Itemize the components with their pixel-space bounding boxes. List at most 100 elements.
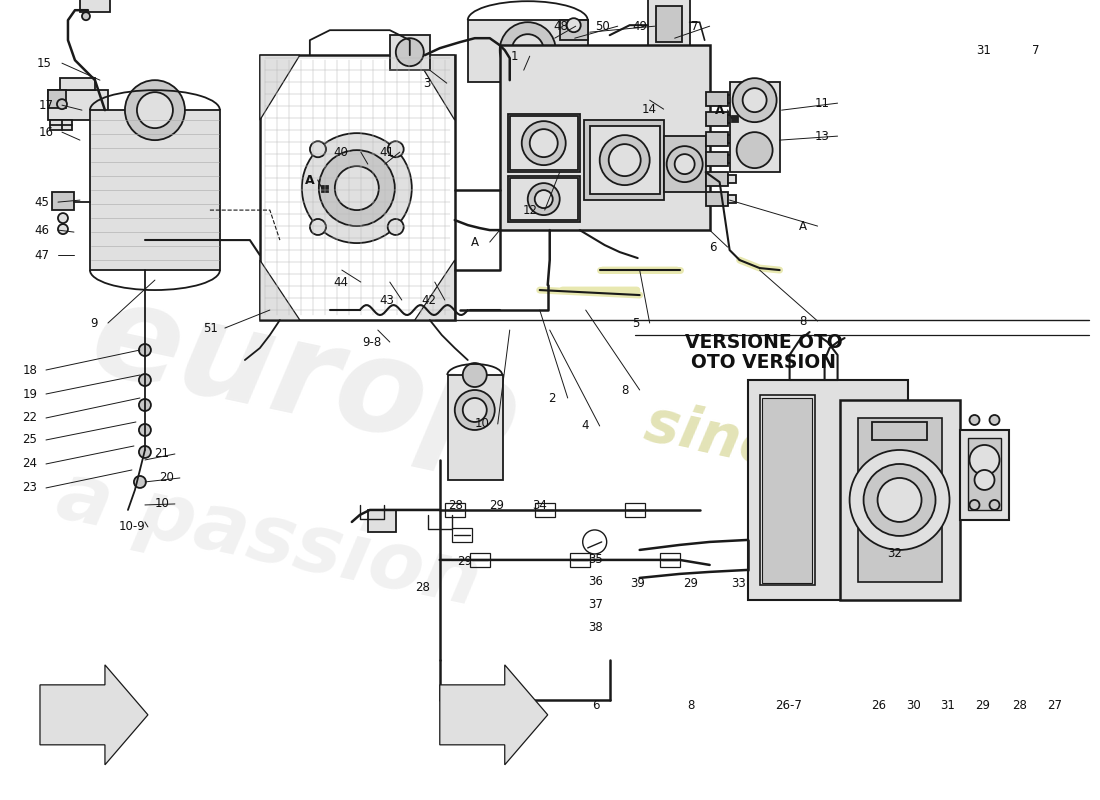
Circle shape: [136, 92, 173, 128]
Circle shape: [499, 22, 556, 78]
Text: 48: 48: [553, 20, 569, 33]
Text: A: A: [471, 235, 478, 249]
Circle shape: [334, 166, 378, 210]
Bar: [470, 553, 490, 567]
Circle shape: [139, 344, 151, 356]
Text: 27: 27: [1047, 699, 1062, 712]
Bar: [748, 380, 907, 600]
Bar: [705, 172, 727, 186]
Text: 26: 26: [871, 699, 887, 712]
Text: europ: europ: [80, 273, 530, 487]
Bar: [968, 438, 1001, 510]
Bar: [729, 82, 780, 172]
Text: 15: 15: [36, 57, 52, 70]
Text: 32: 32: [887, 547, 902, 561]
Bar: [389, 35, 430, 70]
Circle shape: [463, 363, 487, 387]
Text: 26-7: 26-7: [776, 699, 802, 712]
Text: 7: 7: [1032, 44, 1040, 57]
Circle shape: [57, 99, 67, 109]
Text: 37: 37: [588, 598, 603, 611]
Bar: [48, 90, 66, 108]
Text: 20: 20: [160, 471, 175, 485]
Circle shape: [396, 38, 424, 66]
Text: a passion: a passion: [50, 457, 487, 623]
Text: 18: 18: [22, 363, 37, 377]
Bar: [508, 176, 580, 222]
Text: 29: 29: [458, 555, 472, 569]
Text: 6: 6: [708, 241, 716, 254]
Bar: [727, 195, 736, 203]
Bar: [260, 55, 454, 320]
Bar: [727, 135, 736, 143]
Text: 51: 51: [204, 322, 218, 334]
Text: 8: 8: [799, 314, 806, 327]
Text: 29: 29: [490, 499, 504, 513]
Text: 5: 5: [632, 317, 639, 330]
Bar: [858, 418, 942, 582]
Bar: [52, 192, 74, 210]
Text: 16: 16: [39, 126, 54, 138]
Text: 12: 12: [522, 203, 537, 217]
Circle shape: [528, 183, 560, 215]
Text: 8: 8: [621, 383, 628, 397]
Text: 25: 25: [22, 434, 37, 446]
Polygon shape: [260, 260, 300, 320]
Text: 22: 22: [22, 411, 37, 425]
Bar: [648, 0, 690, 50]
Bar: [656, 6, 682, 42]
Circle shape: [990, 415, 1000, 425]
Circle shape: [58, 213, 68, 223]
Circle shape: [742, 88, 767, 112]
Circle shape: [535, 190, 552, 208]
Bar: [60, 78, 95, 90]
Circle shape: [864, 464, 935, 536]
Bar: [732, 116, 738, 122]
Bar: [727, 155, 736, 163]
Bar: [705, 192, 727, 206]
Text: 8: 8: [688, 699, 694, 712]
Bar: [509, 116, 578, 170]
Text: 9-8: 9-8: [362, 335, 382, 349]
Text: 19: 19: [22, 387, 37, 401]
Text: 9: 9: [90, 317, 98, 330]
Circle shape: [387, 142, 404, 158]
Text: 10: 10: [474, 418, 490, 430]
Bar: [705, 132, 727, 146]
Circle shape: [530, 129, 558, 157]
Text: 23: 23: [22, 482, 37, 494]
Circle shape: [969, 445, 1000, 475]
Circle shape: [878, 478, 922, 522]
Text: 6: 6: [592, 699, 600, 712]
Polygon shape: [260, 55, 300, 120]
Bar: [509, 178, 578, 220]
Circle shape: [310, 142, 326, 158]
Text: 38: 38: [588, 622, 603, 634]
Bar: [705, 112, 727, 126]
Circle shape: [667, 146, 703, 182]
Text: 29: 29: [683, 578, 698, 590]
Text: 42: 42: [421, 294, 437, 306]
Bar: [468, 20, 587, 82]
Text: 39: 39: [630, 578, 645, 590]
Text: 31: 31: [940, 699, 955, 712]
Circle shape: [608, 144, 640, 176]
Bar: [499, 45, 710, 230]
Circle shape: [969, 500, 979, 510]
Text: since 1985: since 1985: [640, 395, 998, 525]
Circle shape: [319, 150, 395, 226]
Text: 30: 30: [906, 699, 921, 712]
Circle shape: [512, 34, 543, 66]
Circle shape: [139, 374, 151, 386]
Bar: [322, 186, 328, 192]
Bar: [761, 398, 812, 583]
Text: A: A: [799, 219, 806, 233]
Text: 17: 17: [39, 98, 54, 112]
Circle shape: [125, 80, 185, 140]
Text: 11: 11: [815, 97, 830, 110]
Circle shape: [566, 18, 581, 32]
Bar: [80, 0, 110, 12]
Bar: [444, 503, 465, 517]
Bar: [50, 120, 72, 130]
Circle shape: [139, 446, 151, 458]
